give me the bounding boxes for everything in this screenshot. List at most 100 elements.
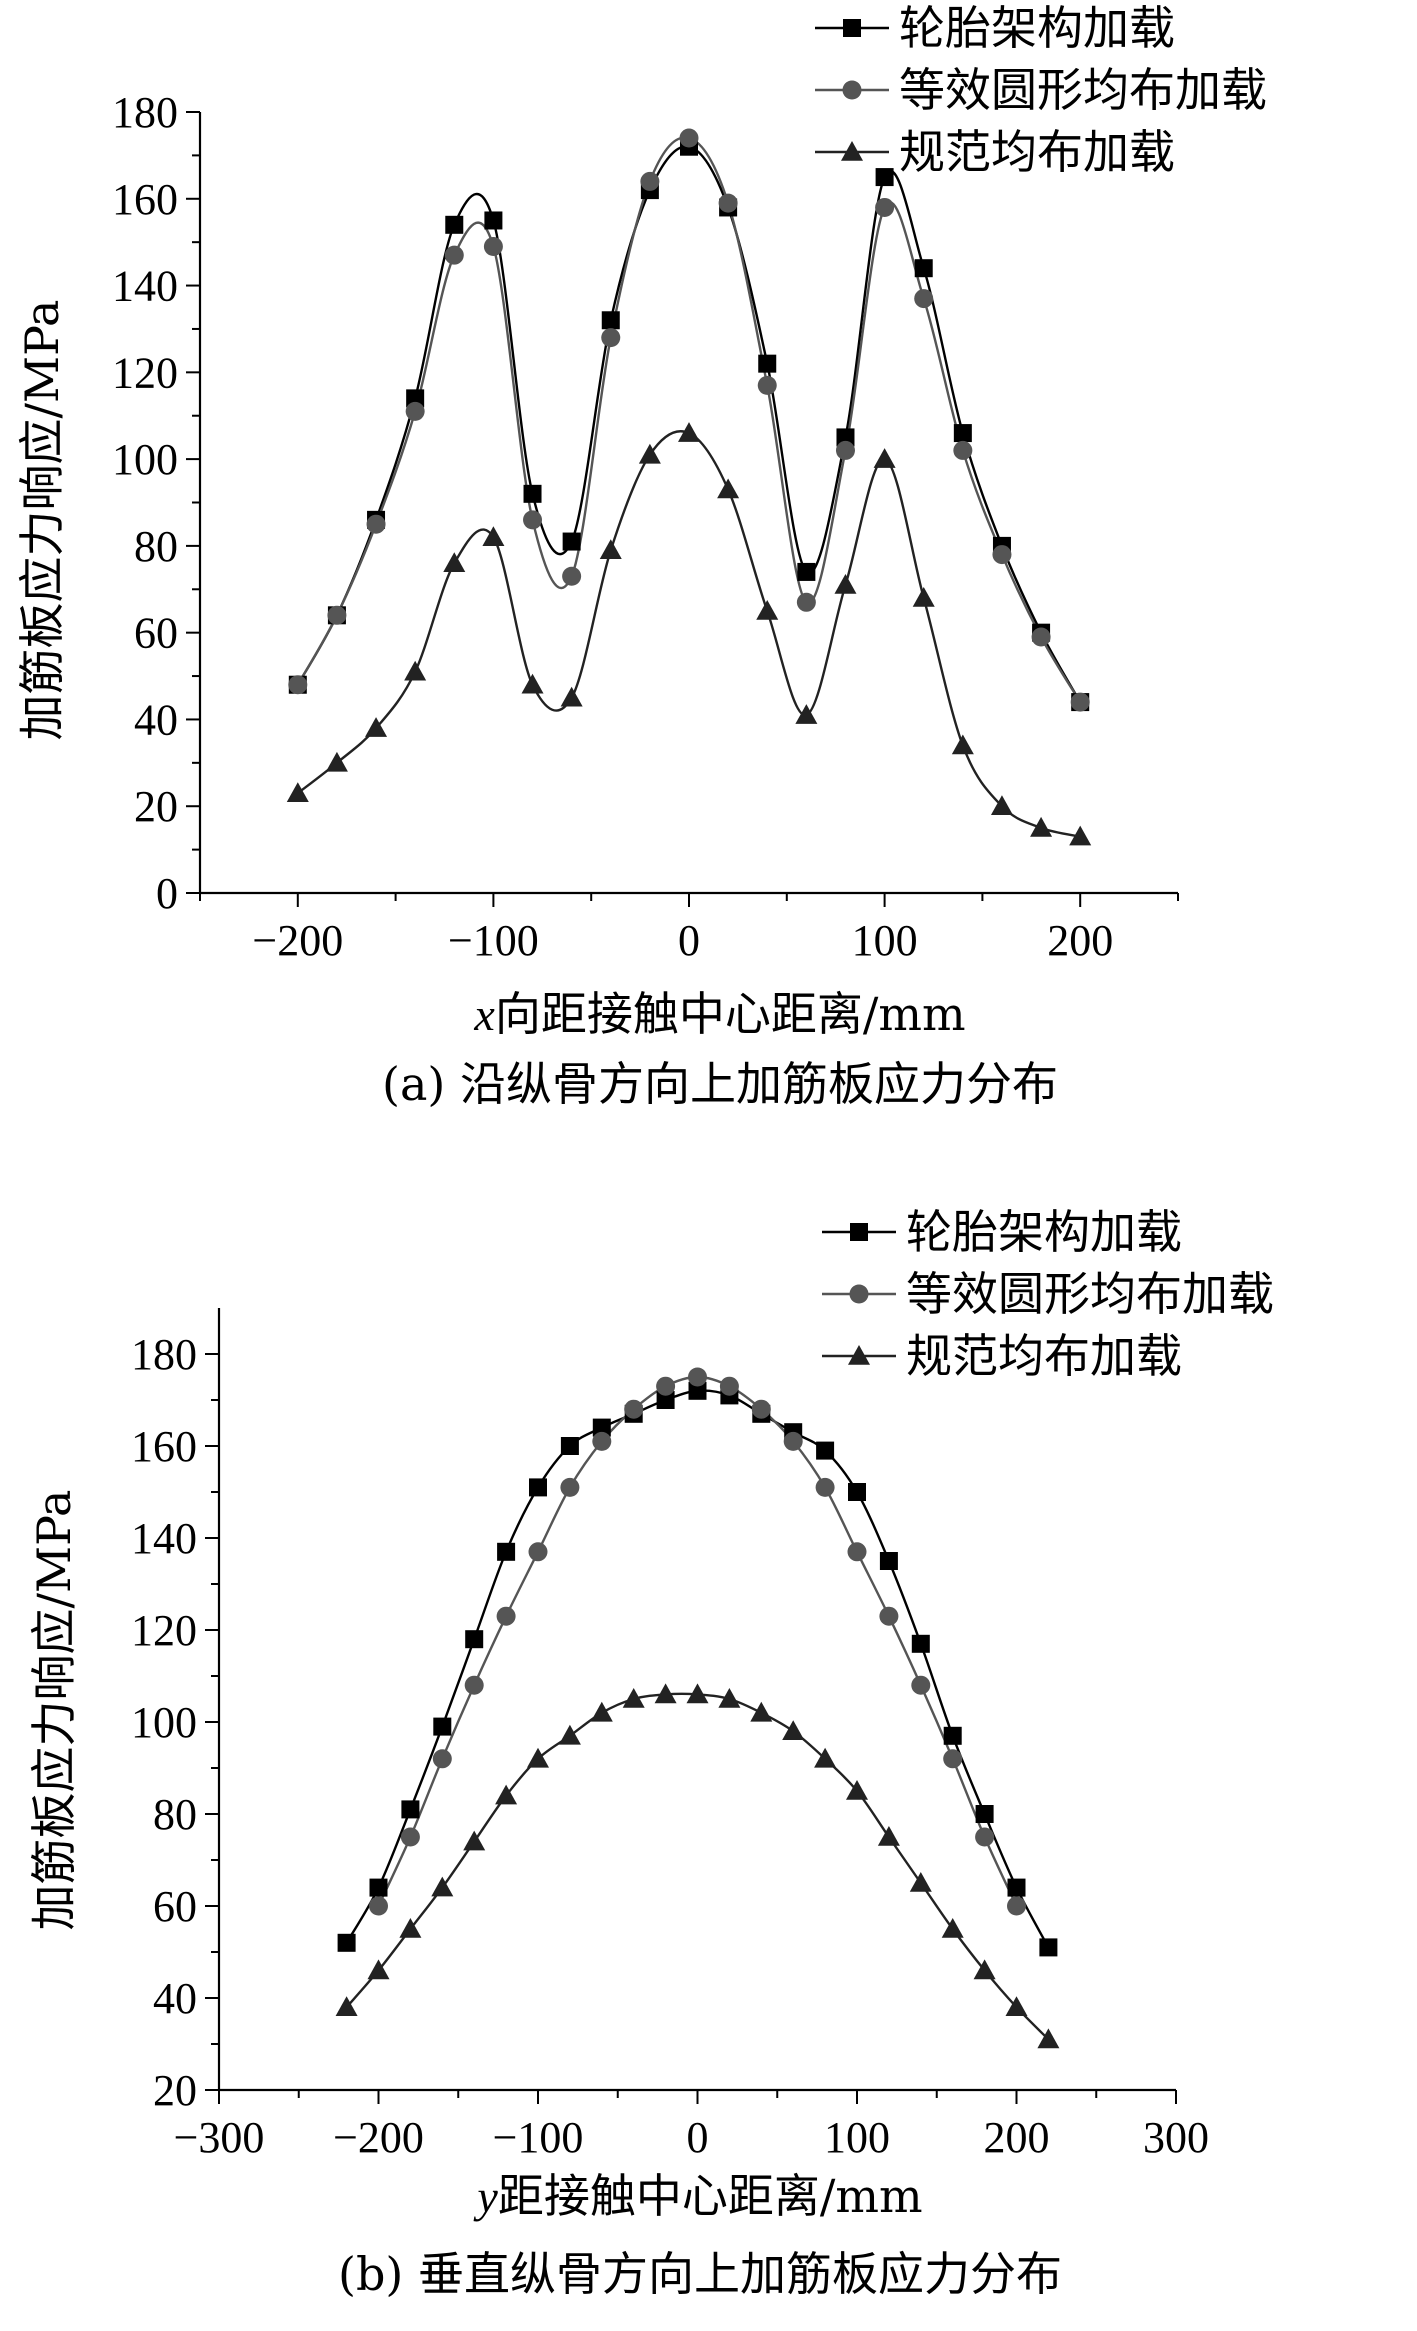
- chart-b-y-tick-label: 180: [131, 1330, 197, 1379]
- chart-a-series-2-point: [992, 545, 1012, 565]
- chart-b-series-1-point: [592, 1418, 611, 1437]
- chart-a-series-2-point: [483, 237, 503, 257]
- chart-b-series-3-point: [335, 1996, 358, 2016]
- chart-a-series-1-point: [953, 424, 972, 443]
- chart-b-series-1-line: [345, 1389, 1050, 1948]
- chart-a-x-tick-label: 0: [678, 916, 700, 965]
- chart-a-y-tick-label: 40: [134, 695, 178, 744]
- chart-b-series-3-point: [909, 1872, 932, 1892]
- chart-b-series-2-point: [847, 1542, 867, 1562]
- chart-b-legend-label-1: 轮胎架构加载: [906, 1205, 1182, 1259]
- chart-b-series-1-point: [529, 1478, 547, 1497]
- chart-a-series-2-point: [835, 440, 855, 460]
- chart-b-series-3-point: [399, 1918, 422, 1938]
- chart-a-series-3-point: [286, 782, 309, 803]
- chart-a-series-1-point: [758, 354, 777, 373]
- chart-a-series-1-point: [484, 211, 503, 230]
- chart-a-series-3-point: [482, 526, 505, 547]
- chart-a-legend-label-2: 等效圆形均布加载: [899, 63, 1267, 117]
- chart-b-series-2-point: [656, 1376, 676, 1396]
- chart-a-series-2-point: [757, 375, 777, 395]
- chart-a-y-tick-label: 180: [112, 88, 178, 137]
- chart-b-series-3-point: [654, 1683, 677, 1704]
- chart-b-legend-marker-1: [850, 1223, 868, 1241]
- chart-a-curves: [296, 136, 1082, 838]
- chart-b-legend-label-2: 等效圆形均布加载: [906, 1267, 1274, 1321]
- chart-a-axes: 0 20 40 60 80 100 120 140 160 180 −200 −100 0 100 200: [112, 88, 1179, 965]
- chart-a-series-2-point: [366, 514, 386, 534]
- chart-a-y-tick-label: 80: [134, 522, 178, 571]
- chart-b-series-1-point: [656, 1391, 675, 1409]
- chart-a-series-3-point: [443, 552, 466, 573]
- chart-a-series-2-point: [288, 675, 308, 695]
- chart-a-y-tick-label: 120: [112, 348, 178, 397]
- chart-b-legend-marker-2: [849, 1284, 869, 1304]
- chart-a-series-3-point: [951, 734, 974, 755]
- chart-b-legend-marker-3: [848, 1345, 870, 1365]
- chart-b-series-2-point: [464, 1675, 484, 1695]
- chart-b-series-3-point: [495, 1784, 518, 1805]
- chart-a-series-3-point: [404, 660, 427, 681]
- chart-b-legend-label-3: 规范均布加载: [906, 1329, 1182, 1383]
- chart-b-series-2-point: [879, 1606, 899, 1626]
- chart-b-series-3-point: [941, 1918, 964, 1938]
- chart-a-y-tick-label: 100: [112, 435, 178, 484]
- chart-a-y-tick-label: 20: [134, 782, 178, 831]
- chart-a-series-3-line: [297, 430, 1081, 838]
- chart-a-y-tick-label: 0: [156, 869, 178, 918]
- chart-b-axes: 20 40 60 80 100 120 140 160 180 −300 −200 −100 0 100 2…: [131, 1308, 1209, 2162]
- chart-a-series-2-point: [718, 193, 738, 213]
- chart-b-x-tick-label: −100: [493, 2113, 584, 2162]
- chart-b-series-2-point: [624, 1399, 644, 1419]
- chart-b-series-3-point: [973, 1959, 996, 1980]
- chart-a-x-tick-label: −200: [252, 916, 343, 965]
- chart-b-series-2-point: [719, 1376, 739, 1396]
- chart-b-series-1-point: [879, 1552, 898, 1570]
- chart-b-series-1-point: [688, 1381, 707, 1400]
- chart-a-legend-marker-2: [842, 80, 862, 100]
- chart-b-series-2-point: [943, 1749, 963, 1769]
- chart-a-series-3-point: [912, 586, 935, 607]
- chart-a-series-3-point: [599, 539, 622, 560]
- chart-b-series-2-point: [975, 1827, 995, 1847]
- chart-a-x-axis-title: x向距接触中心距离/mm: [473, 987, 965, 1041]
- chart-b-series-2-point: [400, 1827, 420, 1847]
- chart-a-series-1-point: [406, 389, 425, 408]
- chart-a-series-2-point: [953, 440, 973, 460]
- chart-a-series-1-point: [836, 428, 855, 447]
- chart-b-x-tick-label: 100: [824, 2113, 890, 2162]
- chart-a-caption: (a) 沿纵骨方向上加筋板应力分布: [382, 1057, 1058, 1111]
- chart-a-y-tick-label: 60: [134, 609, 178, 658]
- chart-b-series-3-point: [877, 1826, 900, 1846]
- chart-b-x-axis-label: 距接触中心距离/mm: [498, 2169, 923, 2223]
- chart-a-x-tick-label: 100: [852, 916, 918, 965]
- chart-a-series-2-point: [1031, 627, 1051, 647]
- chart-b-series-1-point: [369, 1878, 388, 1897]
- chart-a-series-2-point: [679, 128, 699, 148]
- chart-a-series-2-point: [562, 566, 582, 586]
- chart-a-series-2-point: [601, 328, 621, 348]
- chart-b-series-3-line: [345, 1692, 1050, 2041]
- chart-b-series-3-point: [1005, 1996, 1028, 2016]
- chart-a-series-3-point: [717, 478, 740, 499]
- chart-b-series-1-point: [465, 1630, 484, 1649]
- chart-b-series-1-point: [1039, 1938, 1058, 1957]
- chart-b-x-tick-label: −300: [174, 2113, 265, 2162]
- chart-a-series-3-point: [521, 673, 544, 694]
- chart-b-series-3-point: [1037, 2028, 1060, 2049]
- chart-b-y-tick-label: 40: [153, 1974, 197, 2023]
- chart-a-series-3-point: [834, 573, 857, 594]
- chart-b-series-1-point: [816, 1441, 835, 1460]
- chart-a-series-3-point: [678, 422, 700, 442]
- chart-b-series-1-point: [975, 1805, 994, 1823]
- chart-a-series-3-point: [795, 704, 818, 724]
- chart-a-legend-marker-1: [843, 19, 861, 37]
- chart-b-caption: (b) 垂直纵骨方向上加筋板应力分布: [338, 2247, 1062, 2301]
- chart-b-y-tick-label: 20: [153, 2066, 197, 2115]
- chart-a-series-2-point: [523, 510, 543, 530]
- chart-b-series-3-point: [463, 1830, 486, 1851]
- chart-a-x-tick-label: 200: [1047, 916, 1113, 965]
- chart-b-x-axis-var: y: [473, 2171, 498, 2222]
